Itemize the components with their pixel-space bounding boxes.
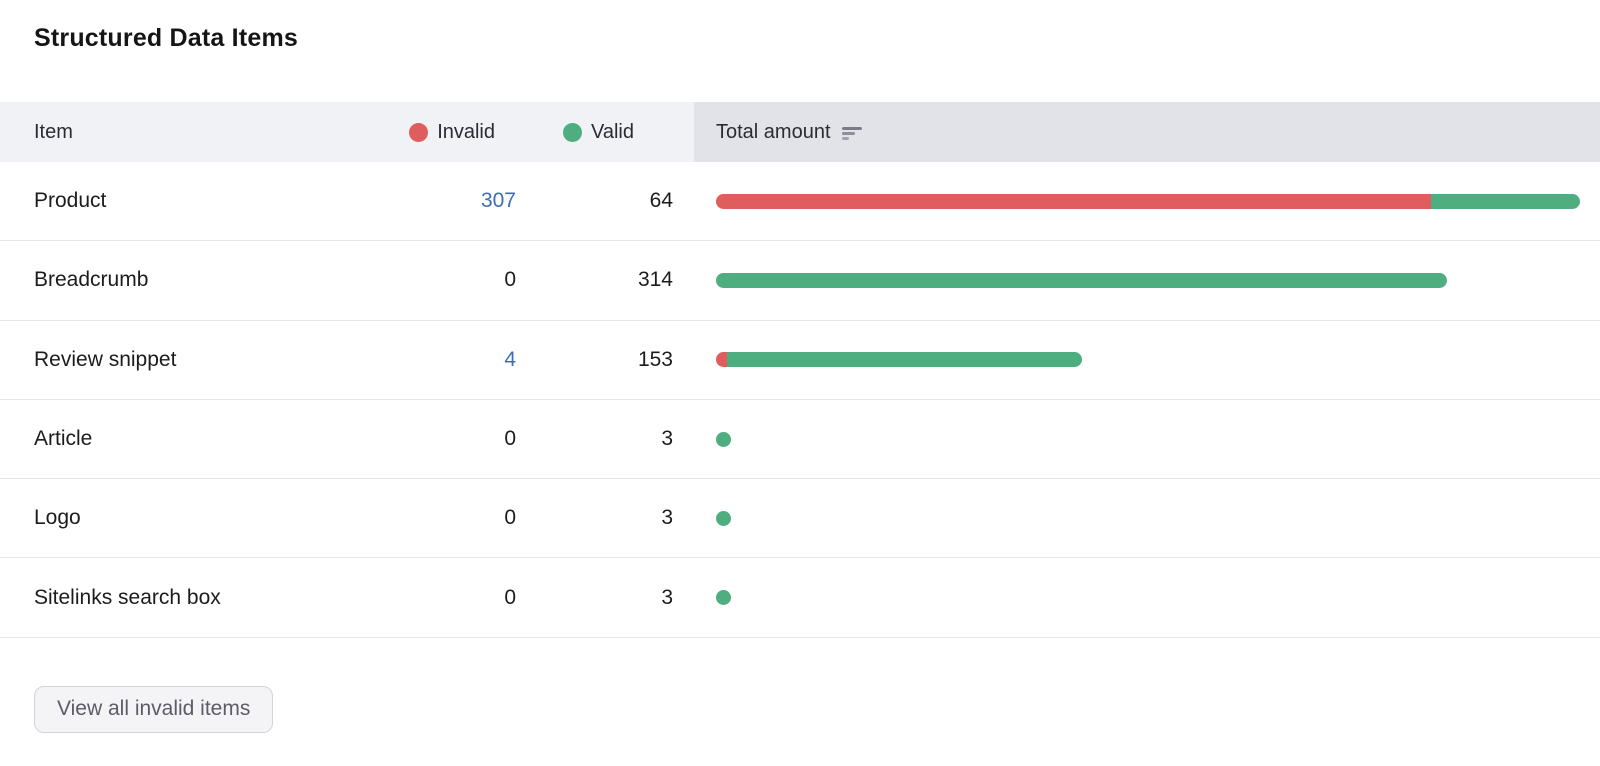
- valid-segment: [716, 431, 731, 447]
- table-row: Article 0 3: [0, 400, 1600, 480]
- valid-legend-dot-icon: [563, 122, 582, 142]
- item-label: Article: [34, 427, 93, 451]
- table-row: Logo 0 3: [0, 479, 1600, 559]
- table-header: Item Invalid Valid Total amount: [0, 102, 1600, 162]
- column-header-total-amount[interactable]: Total amount: [694, 102, 1600, 162]
- valid-segment: [716, 510, 731, 526]
- invalid-segment: [716, 352, 727, 368]
- total-bar: [716, 590, 731, 606]
- invalid-segment: [716, 193, 1431, 209]
- table-row: Product 307 64: [0, 162, 1600, 242]
- total-bar: [716, 193, 1580, 209]
- invalid-count: 0: [504, 427, 516, 451]
- widget-title: Structured Data Items: [34, 24, 298, 52]
- table-row: Breadcrumb 0 314: [0, 241, 1600, 321]
- total-amount-cell: [694, 272, 1600, 288]
- column-header-invalid-label: Invalid: [437, 120, 495, 143]
- valid-count: 3: [661, 506, 673, 530]
- valid-count: 314: [637, 268, 673, 292]
- total-amount-cell: [694, 590, 1600, 606]
- item-label: Sitelinks search box: [34, 585, 221, 609]
- view-all-invalid-items-button[interactable]: View all invalid items: [34, 685, 274, 733]
- invalid-count: 0: [504, 585, 516, 609]
- valid-segment: [1430, 193, 1580, 209]
- total-amount-cell: [694, 352, 1600, 368]
- item-label: Review snippet: [34, 347, 177, 371]
- column-header-total-amount-label: Total amount: [716, 120, 831, 143]
- header-spacer: [673, 102, 694, 162]
- table-body: Product 307 64 Breadcrumb 0 314: [0, 162, 1600, 638]
- invalid-legend-dot-icon: [409, 122, 429, 142]
- table-row: Sitelinks search box 0 3: [0, 558, 1600, 638]
- sort-descending-icon: [841, 126, 862, 140]
- invalid-count: 0: [504, 268, 516, 292]
- item-label: Logo: [34, 506, 81, 530]
- total-bar: [716, 352, 1082, 368]
- total-amount-cell: [694, 510, 1600, 526]
- item-label: Breadcrumb: [34, 268, 149, 292]
- column-header-item-label: Item: [34, 120, 73, 143]
- valid-count: 3: [661, 427, 673, 451]
- total-bar: [716, 272, 1448, 288]
- total-amount-cell: [694, 431, 1600, 447]
- total-bar: [716, 510, 731, 526]
- total-bar: [716, 431, 731, 447]
- total-amount-cell: [694, 193, 1600, 209]
- invalid-count[interactable]: 307: [480, 189, 516, 213]
- invalid-count[interactable]: 4: [504, 347, 516, 371]
- valid-segment: [716, 590, 731, 606]
- valid-segment: [727, 352, 1082, 368]
- column-header-item: Item: [0, 102, 340, 162]
- column-header-valid: Valid: [516, 102, 673, 162]
- column-header-valid-label: Valid: [591, 120, 634, 143]
- valid-count: 64: [649, 189, 673, 213]
- column-header-invalid: Invalid: [340, 102, 516, 162]
- table-row: Review snippet 4 153: [0, 321, 1600, 400]
- valid-count: 3: [661, 585, 673, 609]
- widget-footer: View all invalid items: [0, 638, 1600, 733]
- valid-count: 153: [637, 347, 673, 371]
- valid-segment: [716, 272, 1448, 288]
- invalid-count: 0: [504, 506, 516, 530]
- item-label: Product: [34, 189, 107, 213]
